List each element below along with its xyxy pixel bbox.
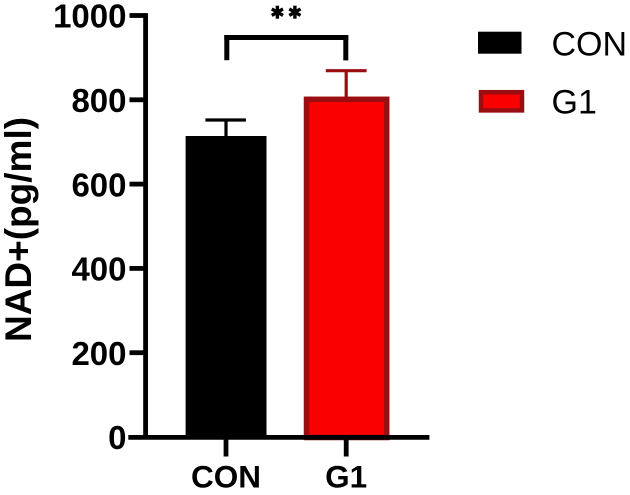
svg-text:CON: CON bbox=[191, 459, 261, 495]
svg-text:0: 0 bbox=[108, 419, 126, 456]
svg-text:G1: G1 bbox=[552, 84, 597, 122]
svg-text:CON: CON bbox=[552, 25, 628, 63]
svg-text:200: 200 bbox=[71, 335, 126, 372]
svg-text:G1: G1 bbox=[325, 459, 367, 495]
svg-text:NAD+(pg/ml): NAD+(pg/ml) bbox=[0, 117, 39, 342]
svg-text:600: 600 bbox=[71, 166, 126, 203]
svg-text:400: 400 bbox=[71, 251, 126, 288]
svg-text:800: 800 bbox=[71, 82, 126, 119]
svg-text:1000: 1000 bbox=[53, 0, 126, 35]
